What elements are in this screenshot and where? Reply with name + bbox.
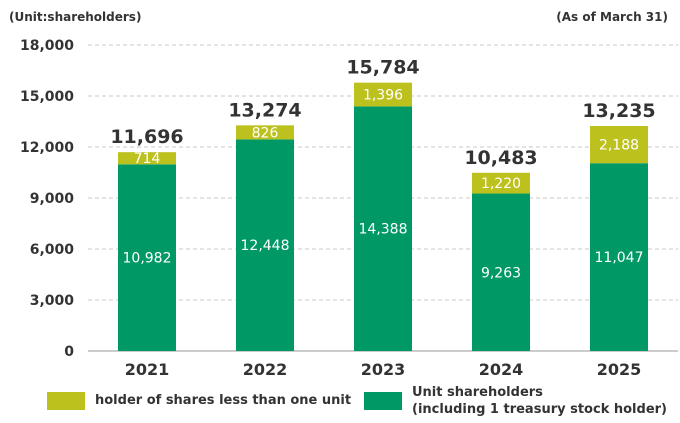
bar-total-label: 13,235	[582, 100, 655, 122]
bar-segment	[118, 152, 176, 165]
legend-label-unit-holders-line2: (including 1 treasury stock holder)	[412, 402, 667, 417]
y-tick-label: 9,000	[30, 191, 75, 207]
bar-value-label: 9,263	[481, 265, 521, 281]
legend-swatch-unit-holders	[364, 392, 402, 410]
bar-total-label: 13,274	[228, 99, 301, 121]
x-tick-label: 2021	[125, 360, 170, 379]
bar-value-label: 714	[134, 151, 161, 167]
bar-segment	[354, 106, 412, 352]
bar-value-label: 10,982	[123, 251, 172, 267]
x-tick-label: 2023	[361, 360, 406, 379]
legend-item-small-holders: holder of shares less than one unit	[47, 392, 351, 410]
bar-segment	[590, 163, 648, 351]
x-tick-label: 2024	[479, 360, 524, 379]
y-tick-label: 12,000	[20, 140, 74, 156]
bar-value-label: 11,047	[595, 250, 644, 266]
unit-note: (Unit:shareholders)	[9, 10, 142, 24]
bar-segment	[590, 126, 648, 164]
y-tick-label: 15,000	[20, 89, 74, 105]
bar-total-label: 11,696	[110, 126, 183, 148]
legend-item-unit-holders: Unit shareholders (including 1 treasury …	[364, 384, 667, 418]
legend-swatch-small-holders	[47, 392, 85, 410]
y-tick-label: 18,000	[20, 38, 74, 54]
bar-value-label: 1,220	[481, 176, 521, 192]
bar-value-label: 2,188	[599, 138, 639, 154]
bar-segment	[118, 164, 176, 351]
y-tick-label: 0	[64, 344, 74, 360]
y-tick-label: 6,000	[30, 242, 75, 258]
bar-total-label: 10,483	[464, 147, 537, 169]
bar-value-label: 12,448	[241, 238, 290, 254]
bar-value-label: 1,396	[363, 88, 403, 104]
y-tick-label: 3,000	[30, 293, 75, 309]
x-tick-label: 2025	[597, 360, 642, 379]
bar-value-label: 826	[252, 125, 279, 141]
bar-total-label: 15,784	[346, 57, 419, 79]
legend-label-small-holders: holder of shares less than one unit	[95, 393, 352, 408]
bar-segment	[354, 82, 412, 107]
bar-value-label: 14,388	[359, 222, 408, 238]
x-tick-label: 2022	[243, 360, 288, 379]
bar-segment	[236, 125, 294, 140]
legend-label-unit-holders-line1: Unit shareholders	[412, 385, 543, 400]
bar-segment	[472, 172, 530, 194]
as-of-date: (As of March 31)	[556, 10, 668, 24]
bar-segment	[472, 193, 530, 351]
bar-segment	[236, 139, 294, 351]
